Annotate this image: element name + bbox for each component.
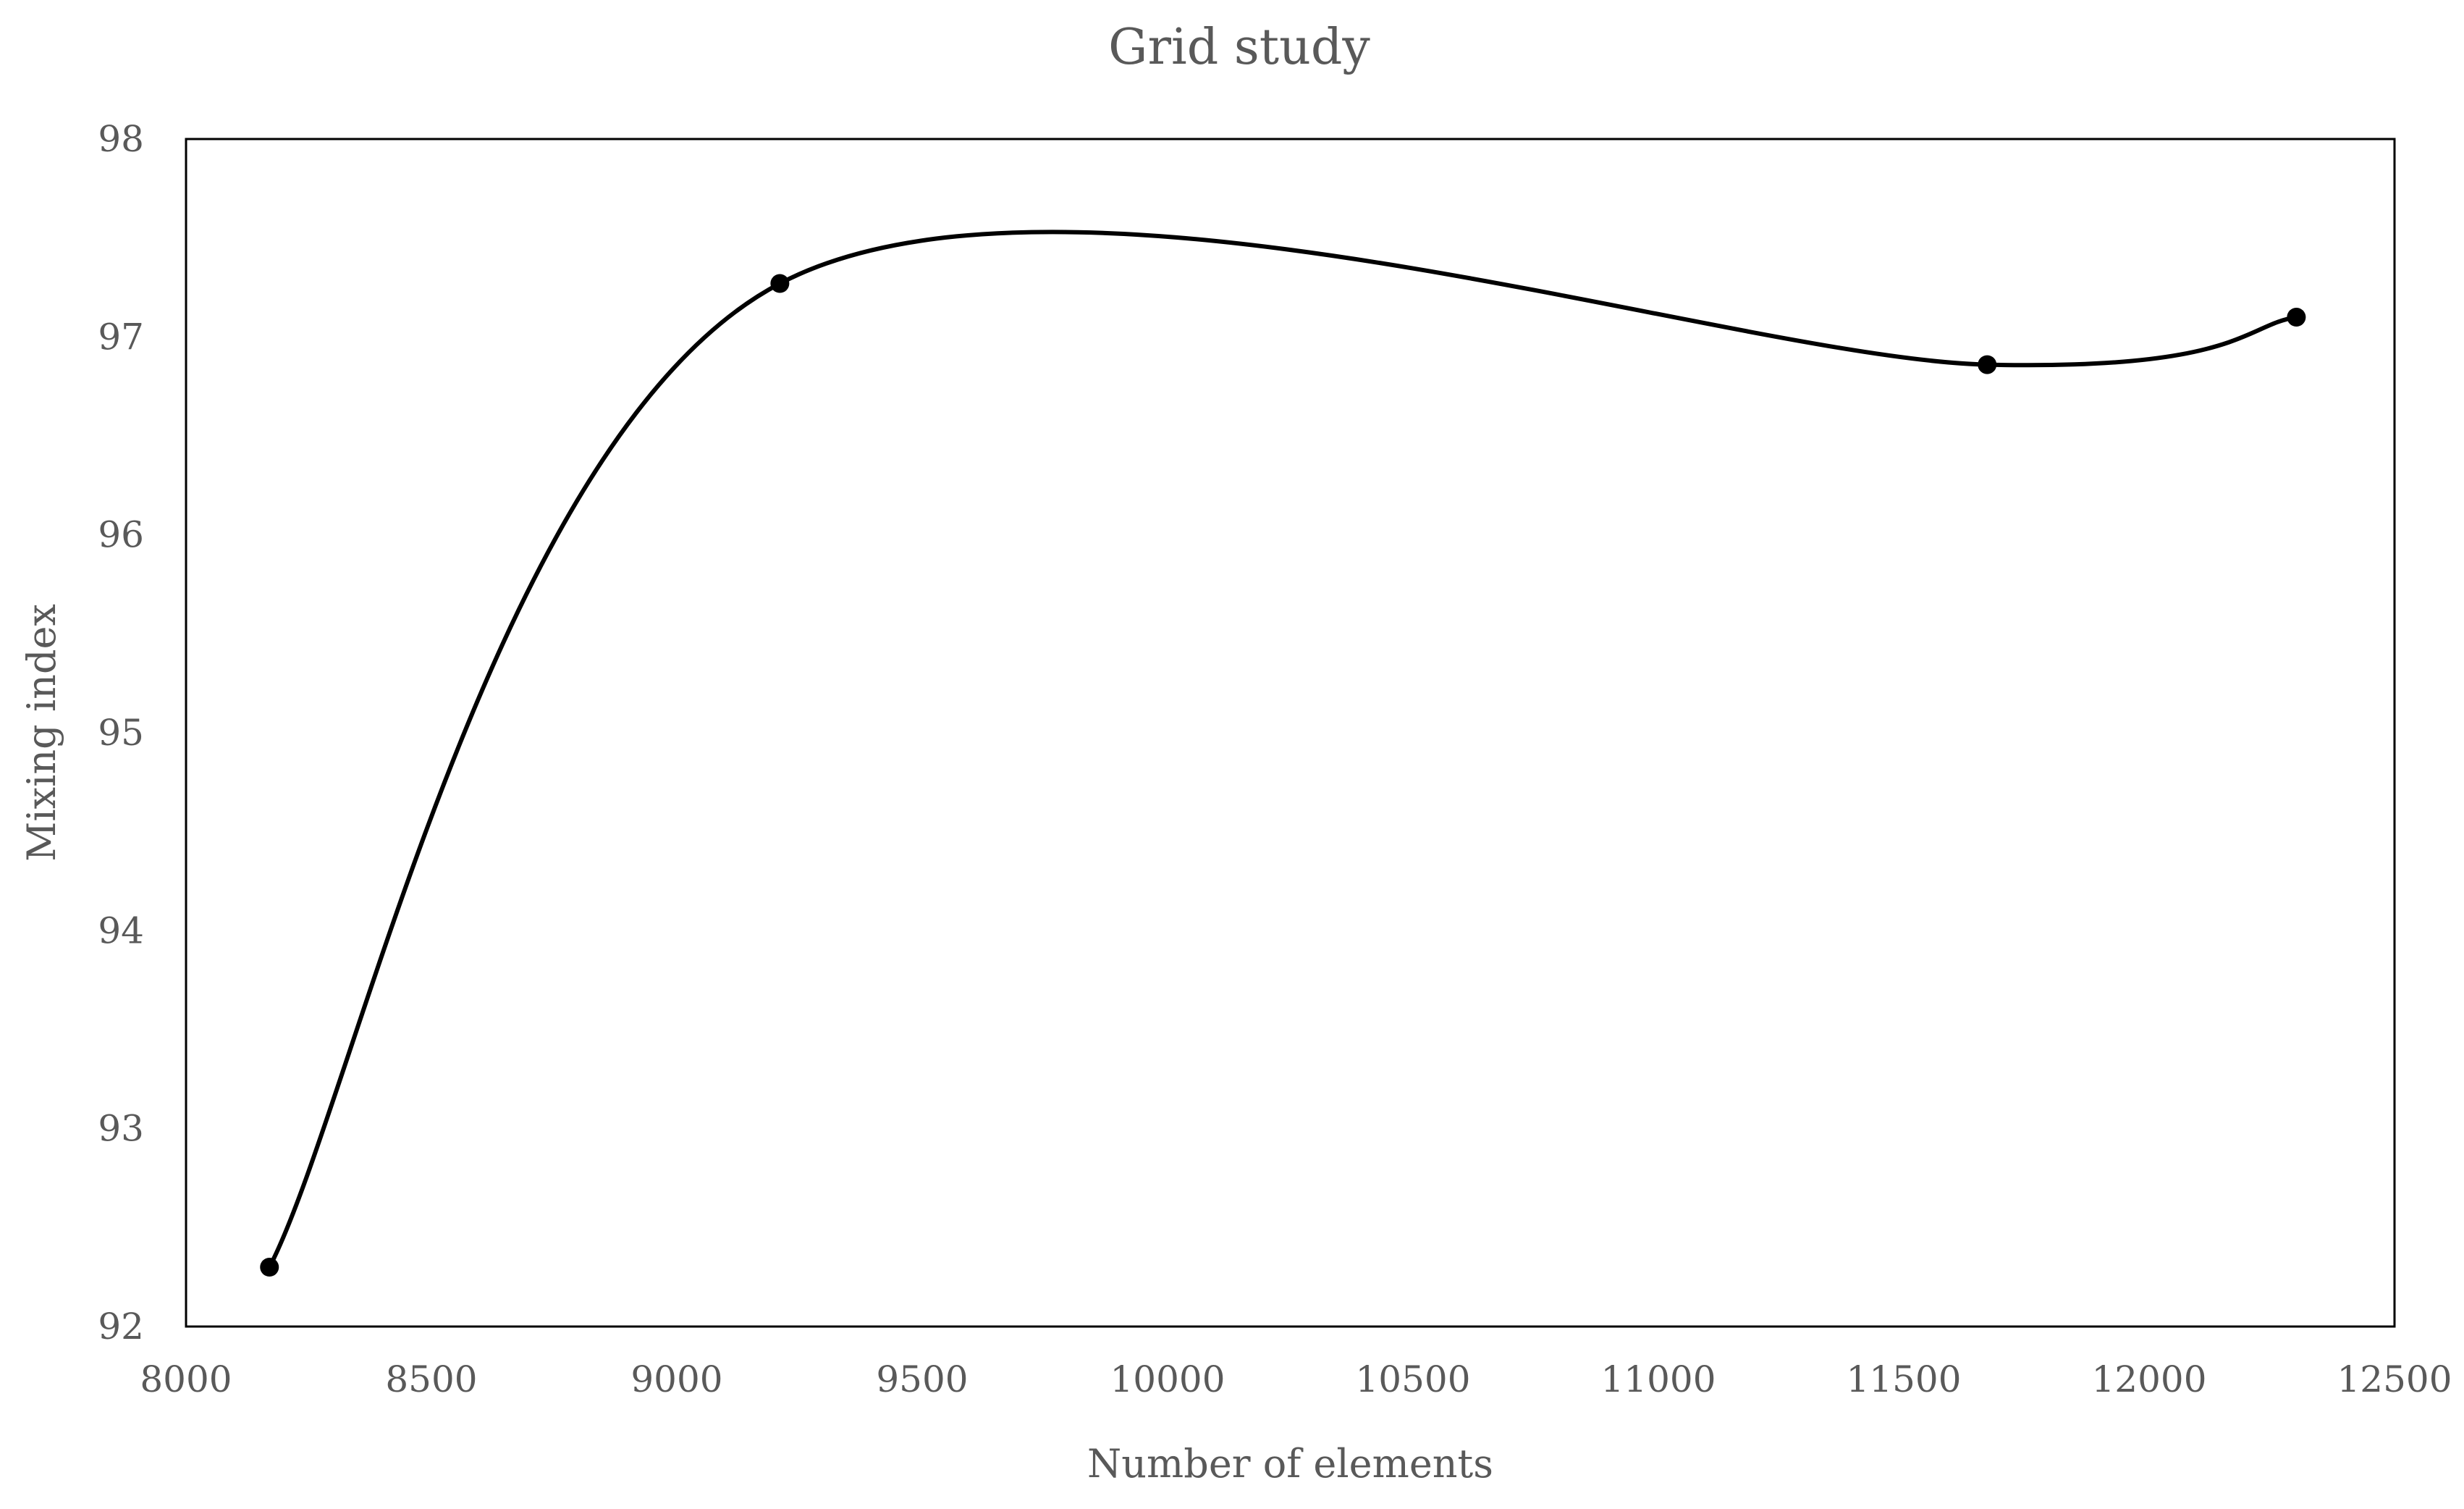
data-point (260, 1258, 279, 1277)
data-point (1978, 355, 1997, 374)
y-tick-label: 98 (98, 118, 144, 160)
y-tick-label: 92 (98, 1306, 144, 1348)
x-tick-label: 11500 (1846, 1358, 1961, 1400)
x-tick-label: 8500 (385, 1358, 477, 1400)
y-axis-tick-labels: 92 93 94 95 96 97 98 (98, 118, 144, 1348)
data-point (2287, 308, 2306, 327)
x-tick-label: 12500 (2337, 1358, 2452, 1400)
x-tick-label: 11000 (1600, 1358, 1716, 1400)
x-tick-label: 10500 (1355, 1358, 1470, 1400)
x-tick-label: 12000 (2091, 1358, 2206, 1400)
y-tick-label: 93 (98, 1108, 144, 1150)
data-point (770, 274, 790, 293)
x-tick-label: 10000 (1110, 1358, 1225, 1400)
y-tick-label: 97 (98, 316, 144, 358)
x-tick-label: 9500 (876, 1358, 968, 1400)
y-tick-label: 95 (98, 712, 144, 754)
y-axis-title: Mixing index (19, 604, 64, 862)
x-axis-tick-labels: 8000 8500 9000 9500 10000 10500 11000 11500 1200… (140, 1358, 2452, 1400)
series-line (267, 230, 2297, 1269)
x-tick-label: 9000 (630, 1358, 722, 1400)
series-points (260, 274, 2306, 1277)
y-tick-label: 94 (98, 909, 144, 951)
x-axis-title: Number of elements (1087, 1441, 1493, 1487)
chart-title: Grid study (1108, 19, 1370, 76)
x-tick-label: 8000 (140, 1358, 232, 1400)
y-tick-label: 96 (98, 514, 144, 556)
plot-area-frame (185, 138, 2396, 1328)
